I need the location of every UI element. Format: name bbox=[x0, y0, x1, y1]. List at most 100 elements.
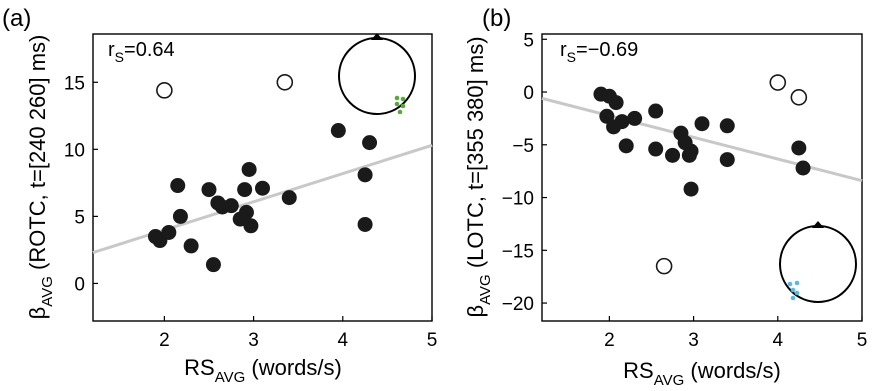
electrode-dot bbox=[397, 109, 403, 115]
filled-data-point bbox=[683, 143, 699, 159]
panel-a-ylabel-rest: (ROTC, t=[240 260] ms) bbox=[25, 35, 50, 276]
panel-b-xlabel-sub: AVG bbox=[654, 372, 685, 389]
panel-a-ylabel-sub: AVG bbox=[39, 276, 56, 307]
panel-b-x-label: RSAVG (words/s) bbox=[623, 358, 781, 389]
panel-b-y-ticks: 5 0 −5 −10 −15 −20 bbox=[502, 30, 547, 315]
filled-data-point bbox=[362, 135, 378, 151]
x-tick-label: 3 bbox=[248, 330, 259, 351]
electrode-dot bbox=[400, 103, 406, 109]
panel-b-axes-frame bbox=[541, 33, 863, 322]
filled-data-point bbox=[357, 167, 373, 183]
panel-a-corr-symbol: r bbox=[108, 39, 115, 61]
panel-a-electrodes bbox=[394, 95, 406, 115]
x-tick-label: 3 bbox=[688, 330, 699, 351]
panel-a-open-points bbox=[156, 73, 294, 99]
x-tick-label: 5 bbox=[857, 330, 868, 351]
panel-b-xlabel-main: RS bbox=[623, 358, 654, 383]
x-tick-label: 4 bbox=[773, 330, 784, 351]
panel-a-xlabel-rest: (words/s) bbox=[245, 355, 342, 380]
panel-b-y-label: βAVG (LOTC, t=[355 380] ms) bbox=[463, 36, 494, 317]
panel-a-axes-frame bbox=[92, 33, 433, 322]
electrode-dot bbox=[787, 281, 793, 287]
open-data-point bbox=[769, 74, 787, 91]
panel-a-label: (a) bbox=[2, 5, 31, 32]
panel-a-corr-subscript: S bbox=[115, 49, 124, 65]
panel-b-label: (b) bbox=[482, 5, 511, 32]
panel-b-ylabel-sub: AVG bbox=[477, 274, 494, 305]
filled-data-point bbox=[237, 182, 253, 198]
panel-a-ylabel-main: β bbox=[25, 307, 50, 320]
panel-a-head-inset bbox=[338, 33, 416, 115]
panel-b-x-ticks: 2 3 4 5 bbox=[604, 316, 867, 351]
electrode-dot bbox=[394, 101, 400, 107]
panel-a-x-ticks: 2 3 4 5 bbox=[159, 316, 437, 351]
y-tick-label: −5 bbox=[512, 136, 534, 157]
filled-data-point bbox=[618, 138, 634, 154]
filled-data-point bbox=[255, 180, 270, 196]
x-tick-label: 2 bbox=[604, 330, 615, 351]
filled-data-point bbox=[683, 181, 699, 197]
electrode-dot bbox=[794, 280, 800, 286]
filled-data-point bbox=[357, 216, 373, 232]
filled-data-point bbox=[243, 218, 259, 234]
filled-data-point bbox=[665, 147, 681, 163]
panel-a-xlabel-main: RS bbox=[184, 355, 215, 380]
y-tick-label: 0 bbox=[523, 83, 534, 104]
open-data-point bbox=[156, 82, 173, 99]
open-data-point bbox=[655, 257, 673, 275]
panel-b-corr-symbol: r bbox=[560, 39, 567, 61]
panel-b-head-inset bbox=[779, 221, 857, 303]
filled-data-point bbox=[281, 190, 297, 206]
y-tick-label: −10 bbox=[502, 189, 534, 210]
filled-data-point bbox=[170, 178, 186, 194]
x-tick-label: 4 bbox=[338, 330, 349, 351]
electrode-dot bbox=[394, 95, 400, 101]
panel-a-fit-line bbox=[92, 143, 433, 255]
open-data-point bbox=[276, 73, 294, 91]
electrode-dot bbox=[794, 290, 800, 296]
filled-data-point bbox=[719, 118, 735, 134]
panel-b-fit-line bbox=[541, 96, 863, 183]
filled-data-point bbox=[183, 238, 199, 254]
filled-data-point bbox=[330, 123, 346, 139]
filled-data-point bbox=[241, 161, 257, 177]
filled-data-point bbox=[627, 110, 643, 126]
panel-b-head-nose bbox=[812, 221, 824, 228]
filled-data-point bbox=[648, 141, 664, 157]
panel-a-x-label: RSAVG (words/s) bbox=[184, 355, 342, 386]
x-tick-label: 5 bbox=[427, 330, 438, 351]
x-tick-label: 2 bbox=[159, 330, 170, 351]
filled-data-point bbox=[205, 257, 221, 273]
filled-data-point bbox=[614, 114, 630, 130]
panel-a-y-label: βAVG (ROTC, t=[240 260] ms) bbox=[25, 35, 56, 320]
y-tick-label: −15 bbox=[502, 241, 534, 262]
panel-b-open-points bbox=[655, 74, 808, 275]
panel-b-correlation: rS=−0.69 bbox=[560, 39, 638, 65]
electrode-dot bbox=[790, 295, 796, 301]
panel-b-ylabel-main: β bbox=[463, 305, 488, 318]
filled-data-point bbox=[791, 140, 807, 156]
filled-data-point bbox=[719, 152, 735, 168]
panel-b-ylabel-rest: (LOTC, t=[355 380] ms) bbox=[463, 36, 488, 274]
panel-a-head-outline bbox=[338, 37, 416, 115]
filled-data-point bbox=[608, 95, 624, 111]
filled-data-point bbox=[648, 103, 664, 119]
panel-b-xlabel-rest: (words/s) bbox=[684, 358, 781, 383]
y-tick-label: −20 bbox=[502, 294, 534, 315]
panel-a-xlabel-sub: AVG bbox=[215, 369, 246, 386]
panel-a-y-ticks: 0 5 10 15 bbox=[64, 73, 98, 295]
filled-data-point bbox=[694, 116, 710, 132]
panel-b-corr-value: =−0.69 bbox=[576, 39, 638, 61]
y-tick-label: 5 bbox=[523, 30, 534, 51]
panel-b-electrodes bbox=[787, 280, 800, 301]
y-tick-label: 0 bbox=[74, 274, 85, 295]
open-data-point bbox=[790, 89, 808, 106]
panel-a-corr-value: =0.64 bbox=[124, 39, 175, 61]
panel-a-correlation: rS=0.64 bbox=[108, 39, 175, 65]
filled-data-point bbox=[238, 204, 254, 220]
filled-data-point bbox=[172, 208, 188, 224]
y-tick-label: 5 bbox=[74, 207, 85, 228]
